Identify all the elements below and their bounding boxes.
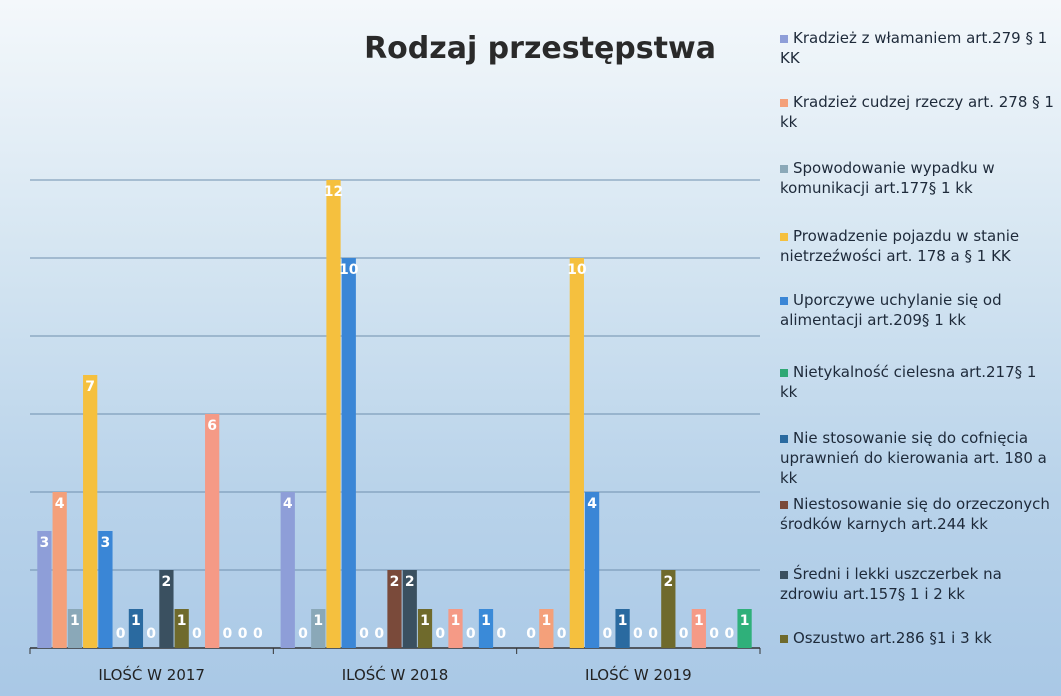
legend-entry: Średni i lekki uszczerbek na zdrowiu art… (780, 564, 1055, 604)
legend-label: Prowadzenie pojazdu w stanie nietrzeźwoś… (780, 227, 1019, 265)
legend-swatch (780, 369, 788, 377)
data-label: 6 (207, 418, 217, 434)
data-label: 0 (116, 626, 126, 642)
legend-label: Spowodowanie wypadku w komunikacji art.1… (780, 159, 995, 197)
data-label: 0 (526, 626, 536, 642)
data-label: 2 (390, 574, 400, 590)
data-label: 2 (162, 574, 172, 590)
legend-label: Średni i lekki uszczerbek na zdrowiu art… (780, 565, 1002, 603)
bar (326, 180, 340, 648)
data-label: 1 (313, 613, 323, 629)
data-label: 0 (679, 626, 689, 642)
data-label: 0 (633, 626, 643, 642)
legend-swatch (780, 35, 788, 43)
data-label: 0 (602, 626, 612, 642)
legend-entry: Nie stosowanie się do cofnięcia uprawnie… (780, 428, 1055, 488)
data-label: 2 (663, 574, 673, 590)
legend-label: Uporczywe uchylanie się od alimentacji a… (780, 291, 1002, 329)
legend-entry: Uporczywe uchylanie się od alimentacji a… (780, 290, 1055, 330)
bar (281, 492, 295, 648)
legend-swatch (780, 635, 788, 643)
data-label: 0 (146, 626, 156, 642)
data-label: 0 (435, 626, 445, 642)
data-label: 0 (223, 626, 233, 642)
chart: Rodzaj przestępstwa ILOŚĆ W 2017 ILOŚĆ W … (0, 0, 770, 696)
data-label: 3 (40, 535, 50, 551)
data-label: 1 (481, 613, 491, 629)
data-label: 0 (496, 626, 506, 642)
data-label: 0 (298, 626, 308, 642)
data-label: 10 (567, 262, 587, 278)
legend-swatch (780, 571, 788, 579)
chart-title: Rodzaj przestępstwa (364, 31, 716, 66)
legend-entry: Niestosowanie się do orzeczonych środków… (780, 494, 1055, 534)
legend-label: Nietykalność cielesna art.217§ 1 kk (780, 363, 1036, 401)
legend-label: Nie stosowanie się do cofnięcia uprawnie… (780, 429, 1047, 487)
data-label: 1 (131, 613, 141, 629)
legend-entry: Oszustwo art.286 §1 i 3 kk (780, 628, 1055, 648)
data-label: 0 (724, 626, 734, 642)
legend-swatch (780, 435, 788, 443)
bar (570, 258, 584, 648)
bar (585, 492, 599, 648)
data-label: 0 (709, 626, 719, 642)
data-label: 4 (587, 496, 597, 512)
legend-label: Kradzież cudzej rzeczy art. 278 § 1 kk (780, 93, 1054, 131)
data-label: 1 (70, 613, 80, 629)
x-tick-label: ILOŚĆ W 2018 (342, 665, 449, 684)
data-label: 0 (192, 626, 202, 642)
data-label: 1 (177, 613, 187, 629)
legend-entry: Prowadzenie pojazdu w stanie nietrzeźwoś… (780, 226, 1055, 266)
legend-entry: Kradzież cudzej rzeczy art. 278 § 1 kk (780, 92, 1055, 132)
data-label: 0 (374, 626, 384, 642)
data-label: 1 (451, 613, 461, 629)
data-label: 1 (541, 613, 551, 629)
data-label: 0 (359, 626, 369, 642)
legend-swatch (780, 165, 788, 173)
bar (342, 258, 356, 648)
data-label: 0 (238, 626, 248, 642)
data-label: 2 (405, 574, 415, 590)
legend-swatch (780, 297, 788, 305)
legend-label: Kradzież z włamaniem art.279 § 1 KK (780, 29, 1047, 67)
legend-entry: Kradzież z włamaniem art.279 § 1 KK (780, 28, 1055, 68)
data-label: 1 (694, 613, 704, 629)
x-tick-label: ILOŚĆ W 2017 (98, 665, 205, 684)
legend-entry: Nietykalność cielesna art.217§ 1 kk (780, 362, 1055, 402)
x-tick-label: ILOŚĆ W 2019 (585, 665, 692, 684)
legend-label: Niestosowanie się do orzeczonych środków… (780, 495, 1050, 533)
data-label: 0 (253, 626, 263, 642)
legend-label: Oszustwo art.286 §1 i 3 kk (793, 629, 992, 647)
data-label: 10 (339, 262, 359, 278)
data-label: 12 (324, 184, 343, 200)
data-label: 4 (55, 496, 65, 512)
legend-swatch (780, 233, 788, 241)
data-label: 4 (283, 496, 293, 512)
bar (53, 492, 67, 648)
legend-entry: Spowodowanie wypadku w komunikacji art.1… (780, 158, 1055, 198)
bar (205, 414, 219, 648)
data-label: 3 (101, 535, 111, 551)
legend-swatch (780, 99, 788, 107)
data-label: 0 (466, 626, 476, 642)
chart-page: Rodzaj przestępstwa ILOŚĆ W 2017 ILOŚĆ W … (0, 0, 1061, 696)
data-label: 0 (557, 626, 567, 642)
data-label: 1 (740, 613, 750, 629)
data-label: 1 (618, 613, 628, 629)
bar (83, 375, 97, 648)
data-label: 1 (420, 613, 430, 629)
data-label: 0 (648, 626, 658, 642)
legend-swatch (780, 501, 788, 509)
data-label: 7 (85, 379, 95, 395)
